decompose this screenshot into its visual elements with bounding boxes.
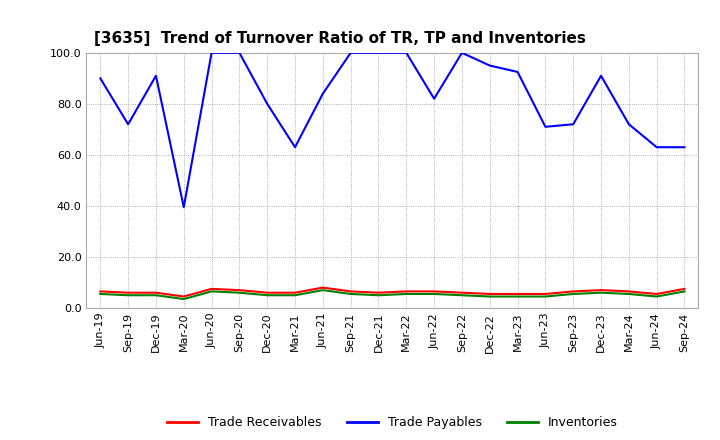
Trade Payables (513, 69, 522, 74)
Trade Receivables (291, 290, 300, 295)
Trade Payables (597, 73, 606, 78)
Trade Payables (96, 76, 104, 81)
Trade Receivables (680, 286, 689, 291)
Trade Payables (235, 50, 243, 55)
Trade Payables (124, 121, 132, 127)
Trade Payables (152, 73, 161, 78)
Trade Receivables (624, 289, 633, 294)
Inventories (152, 293, 161, 298)
Trade Payables (263, 101, 271, 106)
Inventories (680, 289, 689, 294)
Text: [3635]  Trend of Turnover Ratio of TR, TP and Inventories: [3635] Trend of Turnover Ratio of TR, TP… (94, 31, 585, 46)
Inventories (124, 293, 132, 298)
Trade Payables (291, 145, 300, 150)
Trade Payables (485, 63, 494, 68)
Trade Receivables (513, 291, 522, 297)
Inventories (374, 293, 383, 298)
Inventories (96, 291, 104, 297)
Trade Receivables (318, 285, 327, 290)
Trade Receivables (652, 291, 661, 297)
Inventories (263, 293, 271, 298)
Inventories (207, 289, 216, 294)
Inventories (235, 290, 243, 295)
Trade Receivables (179, 294, 188, 299)
Trade Receivables (458, 290, 467, 295)
Inventories (346, 291, 355, 297)
Trade Receivables (569, 289, 577, 294)
Inventories (458, 293, 467, 298)
Trade Receivables (541, 291, 550, 297)
Inventories (624, 291, 633, 297)
Trade Payables (458, 50, 467, 55)
Inventories (513, 294, 522, 299)
Trade Receivables (485, 291, 494, 297)
Trade Payables (652, 145, 661, 150)
Trade Receivables (597, 287, 606, 293)
Trade Receivables (207, 286, 216, 291)
Trade Receivables (124, 290, 132, 295)
Line: Inventories: Inventories (100, 290, 685, 299)
Trade Payables (207, 50, 216, 55)
Trade Receivables (152, 290, 161, 295)
Trade Payables (179, 205, 188, 210)
Trade Receivables (263, 290, 271, 295)
Trade Payables (541, 124, 550, 129)
Inventories (569, 291, 577, 297)
Trade Payables (569, 121, 577, 127)
Trade Payables (374, 50, 383, 55)
Trade Receivables (346, 289, 355, 294)
Trade Payables (318, 91, 327, 96)
Inventories (597, 290, 606, 295)
Trade Payables (402, 50, 410, 55)
Trade Receivables (96, 289, 104, 294)
Inventories (179, 297, 188, 302)
Inventories (541, 294, 550, 299)
Legend: Trade Receivables, Trade Payables, Inventories: Trade Receivables, Trade Payables, Inven… (162, 411, 623, 434)
Line: Trade Payables: Trade Payables (100, 53, 685, 207)
Inventories (652, 294, 661, 299)
Trade Payables (430, 96, 438, 101)
Trade Receivables (374, 290, 383, 295)
Inventories (485, 294, 494, 299)
Trade Receivables (402, 289, 410, 294)
Trade Payables (624, 121, 633, 127)
Trade Receivables (235, 287, 243, 293)
Inventories (318, 287, 327, 293)
Trade Receivables (430, 289, 438, 294)
Inventories (291, 293, 300, 298)
Trade Payables (346, 50, 355, 55)
Line: Trade Receivables: Trade Receivables (100, 288, 685, 297)
Inventories (402, 291, 410, 297)
Trade Payables (680, 145, 689, 150)
Inventories (430, 291, 438, 297)
